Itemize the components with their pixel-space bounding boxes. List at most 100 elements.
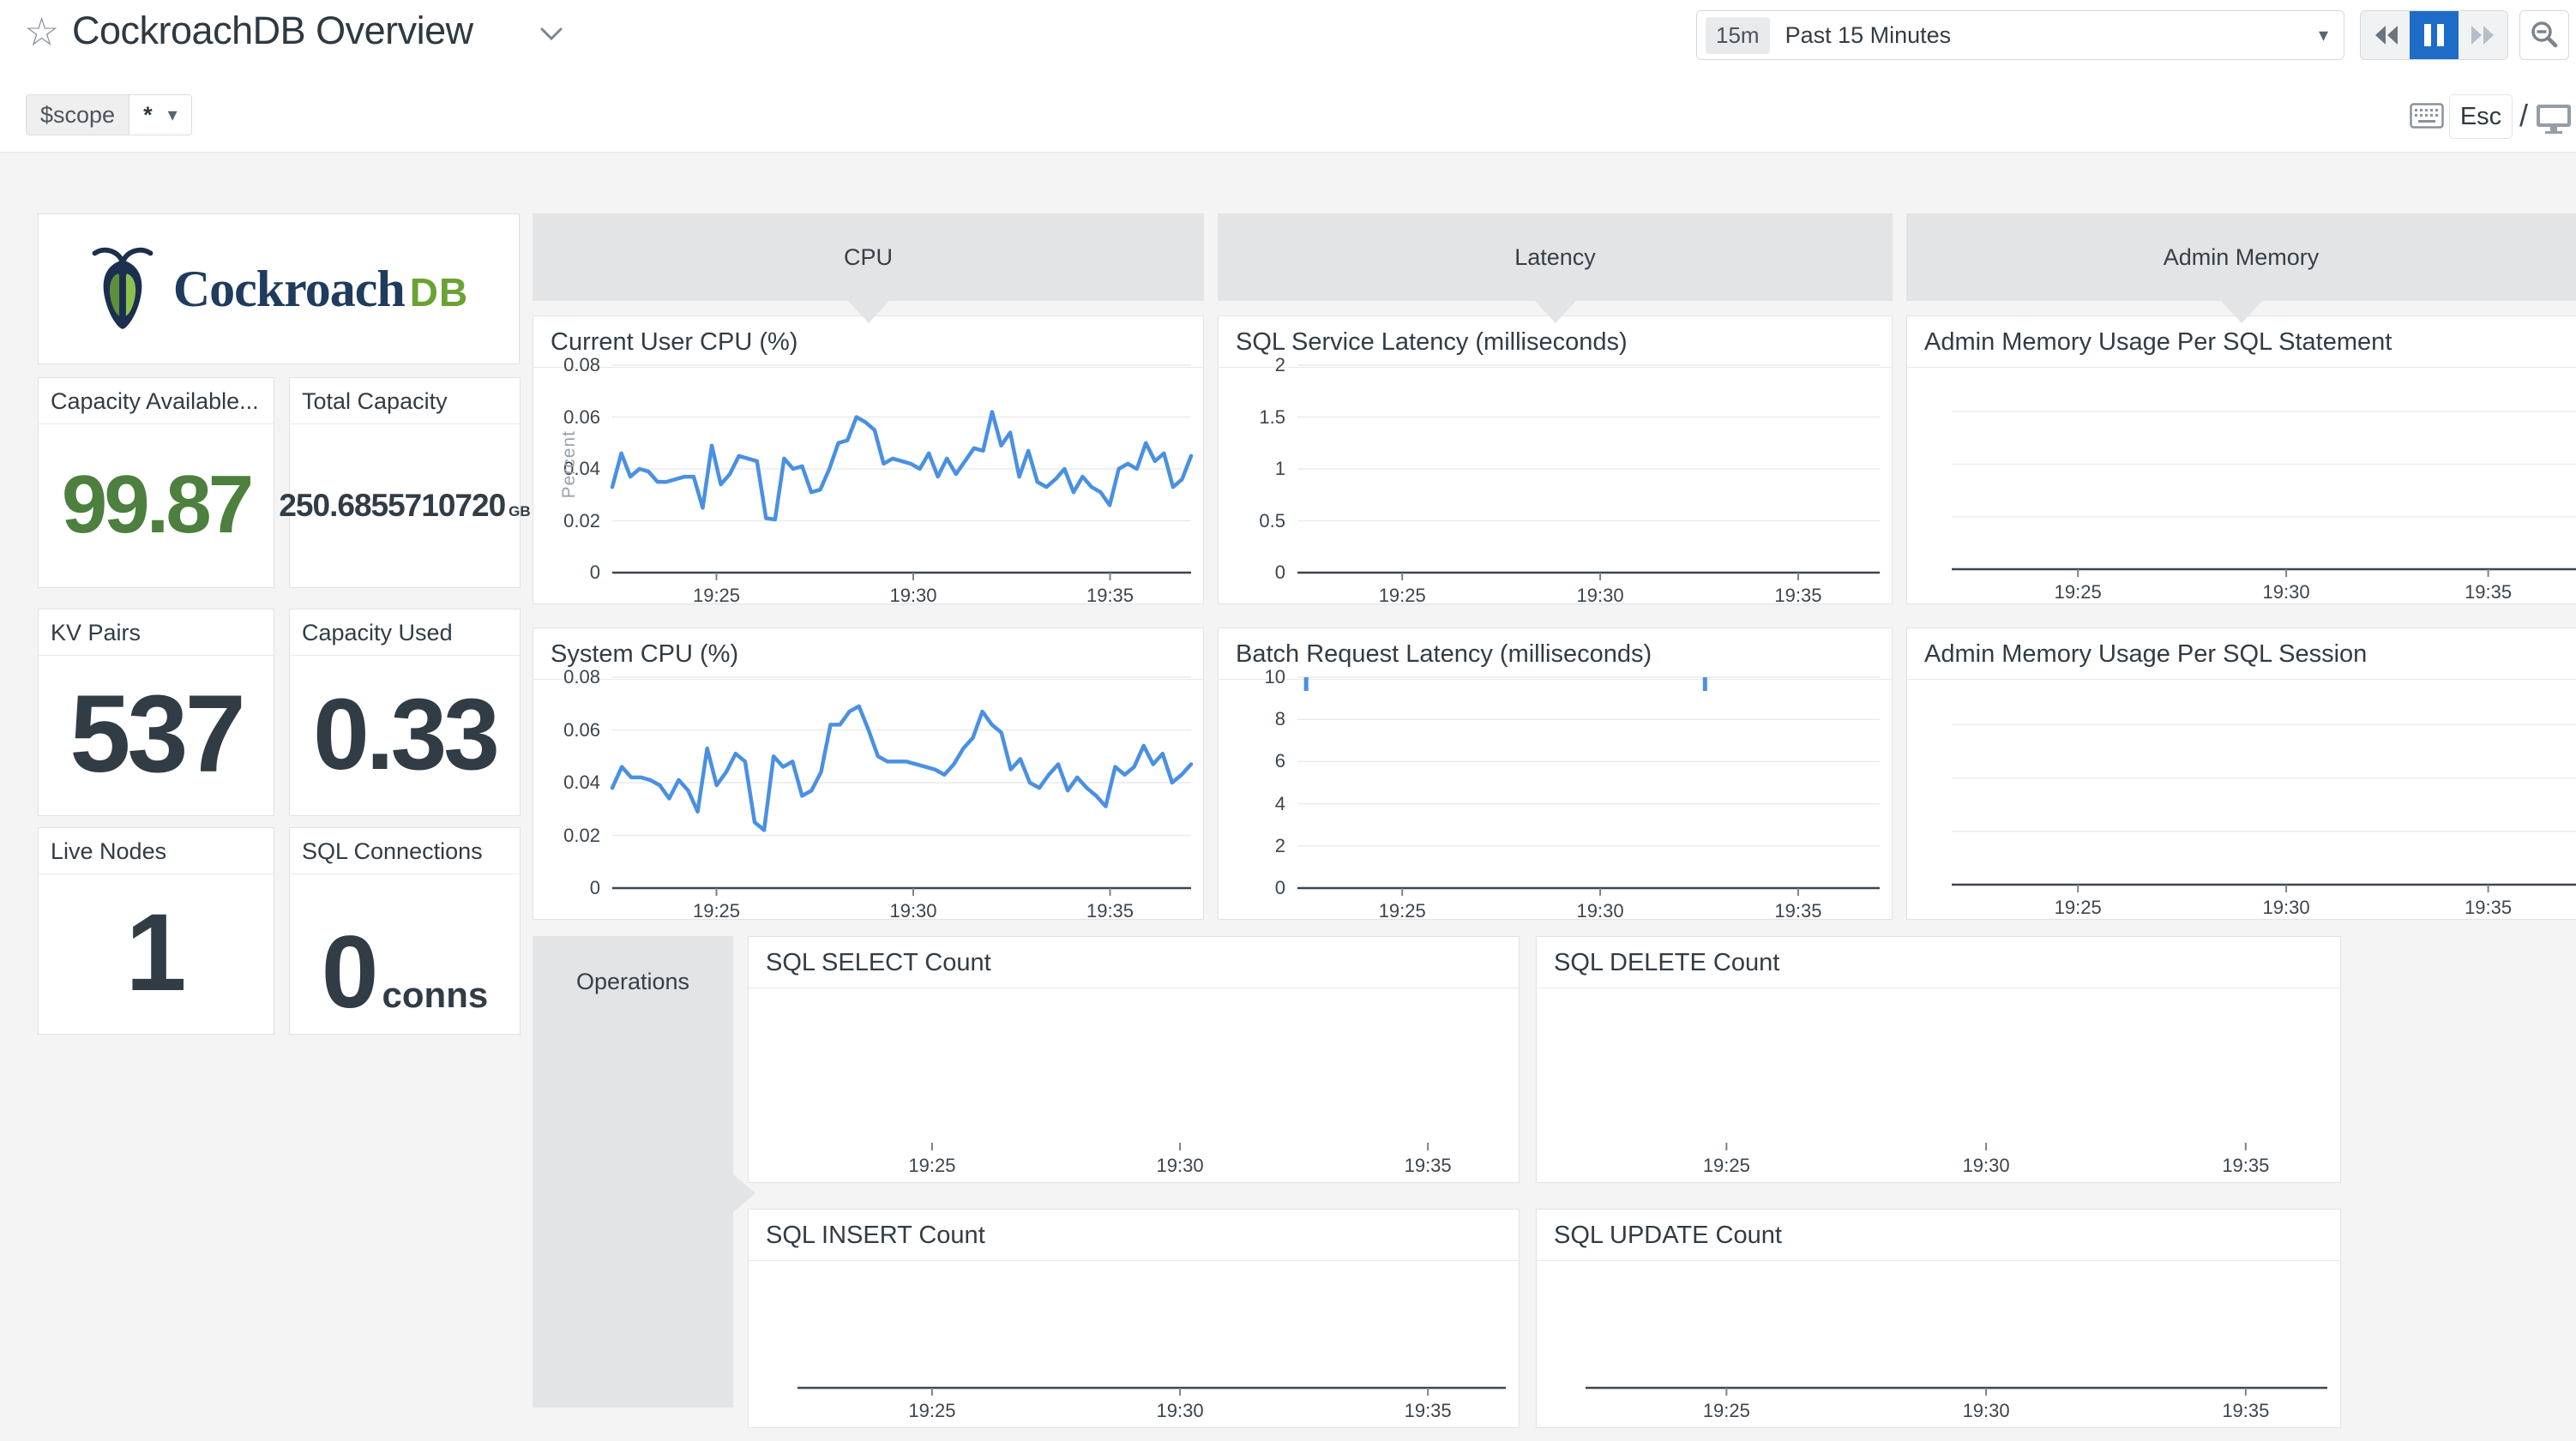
chart-tile-sql-delete-count[interactable]: SQL DELETE Count 19:25 19:30 19:35 [1536,936,2341,1183]
cockroachdb-logo-tile[interactable]: Cockroach DB [38,213,520,364]
stat-title: Capacity Used [290,609,520,656]
x-tick-label: 19:30 [1576,900,1624,922]
group-pointer [1534,301,1576,323]
chart-tile-sql-select-count[interactable]: SQL SELECT Count 19:25 19:30 19:35 [748,936,1520,1183]
chart-plot-area[interactable] [1586,1261,2327,1396]
y-tick-label: 4 [1274,792,1285,814]
stat-title: SQL Connections [290,828,520,874]
chart-tile-sql-insert-count[interactable]: SQL INSERT Count 19:25 19:30 19:35 [748,1209,1520,1428]
group-header-latency[interactable]: Latency [1218,213,1893,323]
chart-plot-area[interactable] [610,364,1194,580]
y-tick-label: 0.5 [1259,509,1285,531]
template-variable-scope[interactable]: $scope * ▾ [26,94,192,135]
chart-plot-area[interactable] [1952,359,2576,577]
group-pointer [847,301,889,323]
y-tick-label: 0.08 [563,666,600,687]
chart-tile-admin-memory-statement[interactable]: Admin Memory Usage Per SQL Statement 19:… [1906,315,2576,604]
x-tick-label: 19:25 [692,900,741,922]
time-range-picker[interactable]: 15m Past 15 Minutes ▾ [1696,10,2344,60]
stat-tile-kv-pairs[interactable]: KV Pairs 537 [38,609,274,816]
y-tick-label: 0.06 [563,405,600,428]
y-tick-label: 1.5 [1259,405,1285,428]
group-label: Latency [1514,243,1596,270]
chart-plot-area[interactable] [610,676,1194,896]
chart-plot-area[interactable] [1952,671,2576,892]
y-tick-label: 0 [589,877,600,898]
chart-title: SQL SELECT Count [749,937,1519,988]
esc-label: Esc [2459,102,2502,130]
x-tick-label: 19:30 [889,900,937,922]
keyboard-shortcuts-icon[interactable] [2410,103,2444,129]
logo-wordmark: Cockroach DB [173,260,468,319]
chart-tile-system-cpu[interactable]: System CPU (%) 19:25 19:30 19:35 0 0.02 0.04 0… [533,627,1204,922]
scope-value-text: * [143,101,153,128]
x-tick-label: 19:35 [1086,585,1135,606]
logo-db: DB [409,269,469,315]
stat-tile-capacity-used[interactable]: Capacity Used 0.33 [289,609,521,816]
rewind-icon [2374,26,2398,45]
x-tick-label: 19:30 [1156,1155,1204,1176]
chart-tile-sql-update-count[interactable]: SQL UPDATE Count 19:25 19:30 19:35 [1536,1209,2341,1428]
x-tick-label: 19:35 [1086,900,1135,922]
stat-unit: conns [382,975,489,1015]
stat-tile-capacity-available[interactable]: Capacity Available... 99.87 [38,377,274,588]
x-tick-label: 19:25 [1702,1400,1750,1421]
time-shift-button-group [2360,10,2508,60]
group-pointer [2220,301,2262,323]
time-range-label: Past 15 Minutes [1785,21,1952,48]
chart-tile-sql-service-latency[interactable]: SQL Service Latency (milliseconds) 19:25… [1218,315,1893,606]
chart-title: SQL DELETE Count [1537,937,2340,988]
group-header-admin-memory[interactable]: Admin Memory [1906,213,2576,323]
chart-plot-area[interactable] [1297,364,1880,580]
stat-unit: GB [509,503,531,519]
group-header-operations[interactable]: Operations [533,936,755,1408]
caret-down-icon: ▾ [167,104,178,125]
group-header-cpu[interactable]: CPU [533,213,1204,323]
chevron-down-icon[interactable] [540,27,563,41]
time-forward-button[interactable] [2459,11,2507,59]
x-tick-label: 19:30 [1576,585,1624,606]
x-tick-label: 19:35 [1404,1400,1452,1421]
cockroachdb-bug-icon [92,247,153,329]
x-tick-label: 19:35 [1774,900,1822,922]
zoom-out-button[interactable] [2519,10,2569,60]
chart-title: Batch Request Latency (milliseconds) [1219,628,1892,680]
y-tick-label: 0 [1274,561,1285,583]
chart-tile-admin-memory-session[interactable]: Admin Memory Usage Per SQL Session 19:25… [1906,627,2576,920]
x-tick-label: 19:25 [1378,900,1426,922]
pause-button[interactable] [2410,11,2459,59]
scope-variable-name: $scope [27,95,130,135]
stat-tile-live-nodes[interactable]: Live Nodes 1 [38,827,274,1035]
tv-mode-icon[interactable] [2535,103,2573,134]
chart-plot-area[interactable] [797,1261,1506,1396]
y-tick-label: 2 [1274,354,1285,375]
chart-plot-area[interactable] [797,988,1506,1150]
favorite-star-icon[interactable]: ☆ [24,9,60,54]
group-label: Operations [575,969,690,994]
stat-value: 0.33 [313,678,500,791]
scope-variable-value[interactable]: * ▾ [129,95,191,135]
y-tick-label: 0.08 [563,354,600,375]
x-tick-label: 19:30 [2262,581,2310,603]
stat-value: 1 [125,892,187,1014]
chart-plot-area[interactable] [1297,676,1880,896]
stat-value: 250.6855710720 [279,487,506,523]
time-backward-button[interactable] [2361,11,2410,59]
x-tick-label: 19:25 [692,585,741,606]
y-tick-label: 6 [1274,750,1285,772]
chart-plot-area[interactable] [1586,988,2327,1150]
stat-title: Live Nodes [39,828,274,874]
chart-tile-batch-request-latency[interactable]: Batch Request Latency (milliseconds) 19:… [1218,627,1893,922]
y-tick-label: 0.04 [563,772,600,793]
x-tick-label: 19:30 [889,585,937,606]
stat-title: Total Capacity [290,378,520,424]
x-tick-label: 19:35 [1404,1155,1452,1176]
esc-button[interactable]: Esc [2449,94,2513,139]
y-tick-label: 0 [589,561,600,583]
group-label: Admin Memory [2163,243,2320,270]
stat-tile-total-capacity[interactable]: Total Capacity 250.6855710720 GB [279,377,531,588]
stat-tile-sql-connections[interactable]: SQL Connections 0 conns [289,827,521,1035]
chart-tile-current-user-cpu[interactable]: Current User CPU (%) 19:25 19:30 19:35 0 0.0… [533,315,1204,606]
y-axis-label: Percent [559,430,579,499]
chart-title: SQL Service Latency (milliseconds) [1219,316,1892,368]
